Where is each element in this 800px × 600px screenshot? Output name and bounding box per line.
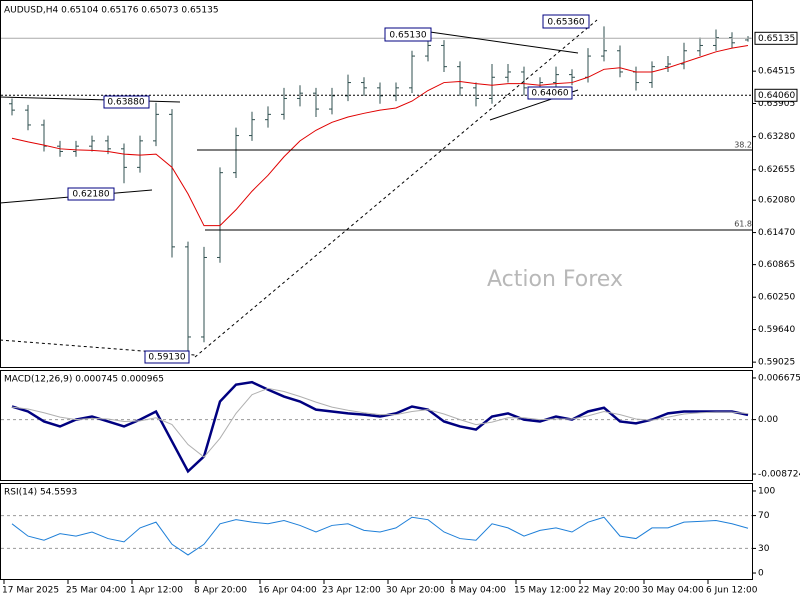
price-label: 0.64060 (758, 91, 795, 101)
y-tick-label: 70 (758, 511, 770, 521)
y-tick-label: 0.62655 (758, 165, 795, 175)
fibo-label: 61.8 (734, 220, 752, 229)
y-tick-label: 0.64515 (758, 67, 795, 77)
y-tick-label: 0.61470 (758, 228, 795, 238)
rsi-title: RSI(14) 54.5593 (4, 488, 77, 498)
annotation-box (527, 86, 573, 100)
price-label-box (754, 31, 798, 45)
x-tick-label: 22 May 20:00 (578, 586, 640, 596)
annotation: 0.65360 (547, 18, 584, 28)
y-tick-label: 0.63280 (758, 132, 795, 142)
annotation: 0.63880 (107, 98, 144, 108)
y-tick-label: 0.62080 (758, 196, 795, 206)
x-tick-label: 30 May 04:00 (642, 586, 704, 596)
y-tick-label: 30 (758, 544, 770, 554)
y-tick-label: 0.63905 (758, 99, 795, 109)
moving-average (11, 44, 749, 227)
x-tick-label: 25 Mar 04:00 (66, 586, 126, 596)
macd-title: MACD(12,26,9) 0.000745 0.000965 (4, 375, 164, 385)
x-tick-label: 8 May 04:00 (450, 586, 506, 596)
price-title: AUDUSD,H4 0.65104 0.65176 0.65073 0.6513… (4, 6, 219, 16)
x-tick-label: 1 Apr 12:00 (130, 586, 183, 596)
y-tick-label: 0.59025 (758, 358, 795, 368)
y-tick-label: 0.006675 (758, 373, 800, 383)
annotation: 0.62180 (72, 190, 109, 200)
fibo-label: 38.2 (734, 141, 752, 150)
macd-panel (0, 370, 753, 481)
x-tick-label: 16 Apr 04:00 (258, 586, 317, 596)
plot-layer: 0.64515 0.63905 0.63280 0.62655 0.62080 0.614… (1, 26, 800, 596)
series-line (11, 380, 749, 474)
y-tick-label: 0.59640 (758, 325, 795, 335)
annotation: 0.64060 (531, 89, 568, 99)
x-tick-label: 17 Mar 2025 (2, 586, 59, 596)
x-tick-label: 30 Apr 20:00 (386, 586, 445, 596)
annotation-box (103, 95, 150, 109)
trendline (0, 96, 181, 103)
price-label: 0.65135 (758, 34, 795, 44)
annotation-box (67, 187, 115, 201)
series-line (11, 516, 749, 556)
y-tick-label: 0.00 (758, 415, 778, 425)
x-tick-label: 15 May 12:00 (514, 586, 576, 596)
annotation: 0.65130 (389, 31, 426, 41)
y-tick-label: -0.008724 (758, 470, 800, 480)
x-tick-label: 8 Apr 20:00 (194, 586, 247, 596)
annotation: 0.59130 (148, 353, 185, 363)
annotation-box (542, 14, 590, 29)
y-tick-label: 0.60865 (758, 260, 795, 270)
price-label-box (754, 88, 798, 102)
y-tick-label: 0 (758, 569, 764, 579)
price-panel (0, 0, 753, 368)
trendline (429, 31, 579, 54)
y-tick-label: 100 (758, 486, 775, 496)
x-tick-label: 6 Jun 12:00 (706, 586, 758, 596)
watermark: Action Forex (487, 267, 623, 292)
annotation-box (384, 27, 432, 42)
annotation-box (144, 350, 190, 364)
series-line (11, 387, 749, 458)
x-tick-label: 23 Apr 12:00 (322, 586, 381, 596)
y-tick-label: 0.60250 (758, 293, 795, 303)
